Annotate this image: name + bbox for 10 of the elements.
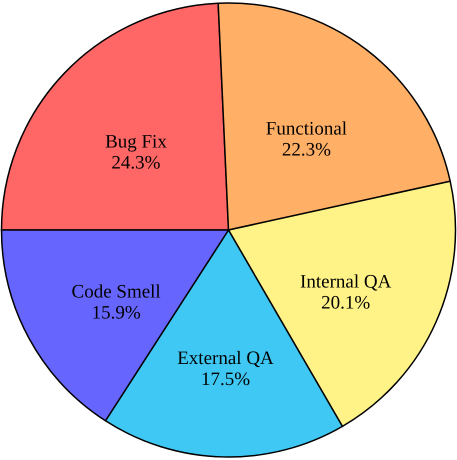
slice-label: External QA <box>177 348 274 369</box>
data-label: 20.1% <box>321 292 370 314</box>
data-label: 17.5% <box>200 368 250 390</box>
data-label: 15.9% <box>92 302 141 324</box>
data-label: 22.3% <box>282 139 332 160</box>
slice-label: Bug Fix <box>105 132 168 153</box>
data-label: 24.3% <box>111 152 161 174</box>
slice-label: Code Smell <box>72 281 161 302</box>
slice-label: Internal QA <box>300 272 392 293</box>
slice-label: Functional <box>266 118 348 140</box>
